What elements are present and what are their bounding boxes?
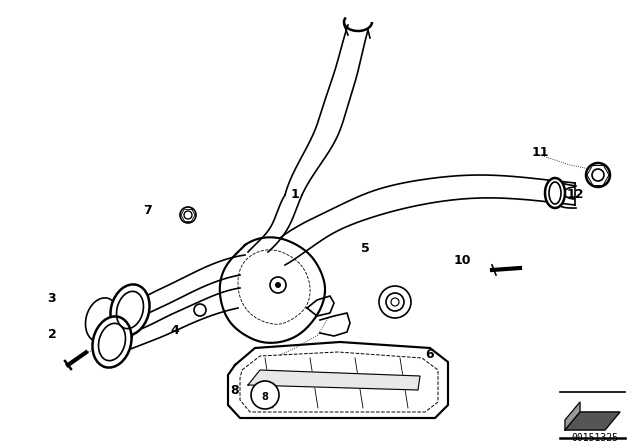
Text: 2: 2	[47, 328, 56, 341]
Text: 9: 9	[390, 292, 399, 305]
Circle shape	[586, 163, 610, 187]
Text: 00151325: 00151325	[572, 433, 618, 443]
Polygon shape	[228, 342, 448, 418]
Text: 5: 5	[360, 241, 369, 254]
Text: 8: 8	[230, 383, 239, 396]
Text: 6: 6	[426, 349, 435, 362]
Polygon shape	[565, 402, 580, 430]
Circle shape	[251, 381, 279, 409]
Circle shape	[275, 282, 281, 288]
Text: 12: 12	[566, 189, 584, 202]
Polygon shape	[248, 370, 420, 390]
Text: 11: 11	[531, 146, 548, 159]
Circle shape	[379, 286, 411, 318]
Ellipse shape	[92, 316, 132, 368]
Text: 4: 4	[171, 323, 179, 336]
Text: 10: 10	[453, 254, 471, 267]
Polygon shape	[565, 412, 620, 430]
Ellipse shape	[545, 178, 565, 208]
Circle shape	[180, 207, 196, 223]
Text: 1: 1	[291, 189, 300, 202]
Text: 3: 3	[48, 292, 56, 305]
Text: 7: 7	[143, 203, 152, 216]
Ellipse shape	[111, 284, 150, 336]
Text: 8: 8	[262, 392, 268, 402]
